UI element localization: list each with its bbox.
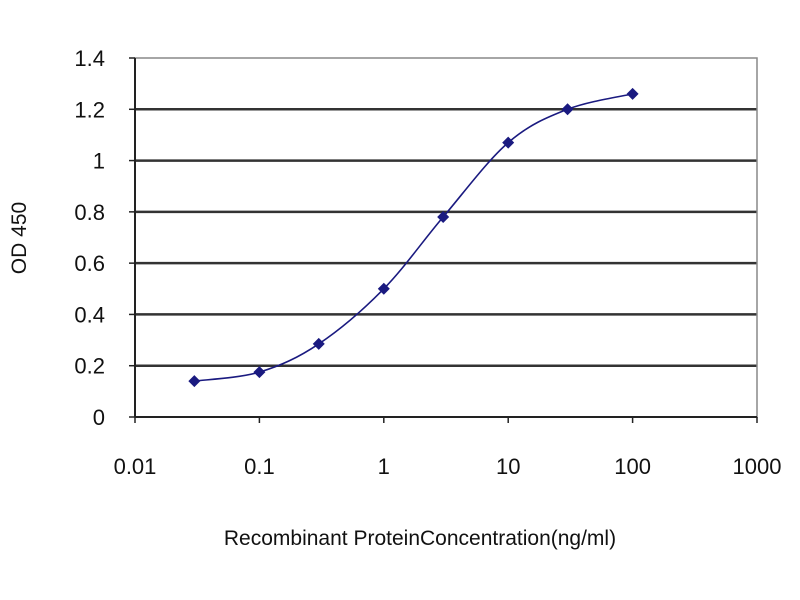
x-tick-label: 10 [496, 454, 520, 479]
y-tick-label: 0.2 [74, 354, 105, 379]
data-point [437, 210, 450, 223]
y-tick-label: 0 [93, 405, 105, 430]
x-tick-label: 0.01 [114, 454, 157, 479]
series-line [194, 93, 633, 382]
y-tick-label: 1.4 [74, 46, 105, 71]
gridlines [135, 108, 757, 367]
data-point [502, 136, 515, 149]
x-tick-label: 0.1 [244, 454, 275, 479]
data-point [188, 375, 201, 388]
y-tick-label: 0.6 [74, 251, 105, 276]
data-point [561, 103, 574, 116]
y-tick-label: 1 [93, 149, 105, 174]
y-axis-label: OD 450 [8, 202, 31, 274]
y-tick-label: 0.4 [74, 302, 105, 327]
y-tick-label: 0.8 [74, 200, 105, 225]
plot-area-border [134, 57, 758, 418]
data-point [312, 337, 325, 350]
x-axis-label: Recombinant ProteinConcentration(ng/ml) [224, 527, 616, 550]
x-tick-label: 1 [378, 454, 390, 479]
x-tick-label: 1000 [733, 454, 782, 479]
y-tick-label: 1.2 [74, 97, 105, 122]
data-point [253, 366, 266, 379]
data-point [377, 282, 390, 295]
data-point [626, 87, 639, 100]
x-tick-label: 100 [614, 454, 651, 479]
